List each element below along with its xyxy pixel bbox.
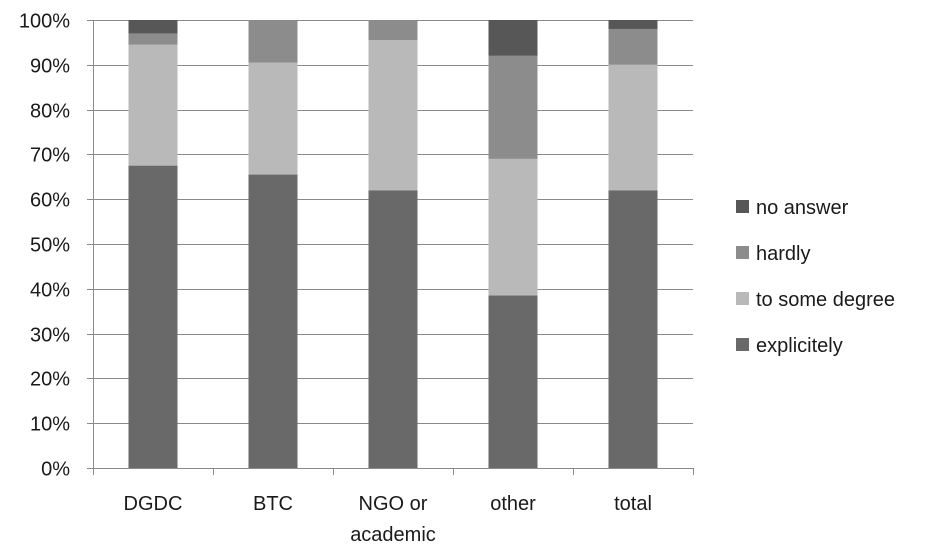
x-category-label: other	[490, 493, 536, 515]
axes	[87, 20, 694, 475]
y-tick-label: 30%	[30, 325, 70, 347]
x-category-label: total	[614, 493, 652, 515]
bar-segment-explicitely	[608, 190, 658, 469]
bar-segment-explicitely	[488, 295, 538, 468]
bar-segment-hardly	[128, 33, 178, 45]
bar-segment-to-some-degree	[368, 40, 418, 191]
bar-segment-no-answer	[128, 20, 178, 34]
y-tick-label: 90%	[30, 56, 70, 78]
legend-label: explicitely	[756, 335, 843, 357]
legend-label: no answer	[756, 197, 849, 219]
x-category-label: BTC	[253, 493, 293, 515]
bar-segment-hardly	[608, 28, 658, 65]
y-axis-tick-labels: 0% 10% 20% 30% 40% 50% 60% 70% 80% 90% 100%	[19, 11, 70, 481]
y-tick-label: 20%	[30, 369, 70, 391]
y-tick-label: 80%	[30, 101, 70, 123]
bar-segment-explicitely	[248, 174, 298, 468]
x-category-label: academic	[350, 524, 436, 546]
y-tick-label: 40%	[30, 280, 70, 302]
legend-swatch	[736, 200, 749, 213]
y-tick-label: 50%	[30, 235, 70, 257]
bar-segment-hardly	[488, 55, 538, 159]
bar-segment-hardly	[248, 20, 298, 63]
legend-swatch	[736, 338, 749, 351]
legend-swatch	[736, 246, 749, 259]
bar-segment-explicitely	[128, 165, 178, 468]
bar-segment-to-some-degree	[488, 158, 538, 296]
x-axis-category-labels: DGDC BTC NGO or academic other total	[124, 493, 652, 546]
x-category-label: NGO or	[359, 493, 428, 515]
legend-label: to some degree	[756, 289, 895, 311]
bar-segment-no-answer	[488, 20, 538, 56]
y-tick-label: 100%	[19, 11, 70, 33]
y-tick-label: 70%	[30, 145, 70, 167]
bar-stacks	[128, 20, 658, 469]
bar-segment-explicitely	[368, 190, 418, 469]
x-category-label: DGDC	[124, 493, 183, 515]
y-tick-label: 60%	[30, 190, 70, 212]
legend-label: hardly	[756, 243, 810, 265]
y-tick-label: 0%	[41, 459, 70, 481]
bar-segment-to-some-degree	[128, 44, 178, 166]
bar-segment-to-some-degree	[608, 64, 658, 191]
legend-swatch	[736, 292, 749, 305]
legend: no answer hardly to some degree explicitely	[736, 197, 895, 357]
bar-segment-no-answer	[608, 20, 658, 29]
bar-segment-hardly	[368, 20, 418, 41]
y-tick-label: 10%	[30, 414, 70, 436]
bar-segment-to-some-degree	[248, 62, 298, 175]
